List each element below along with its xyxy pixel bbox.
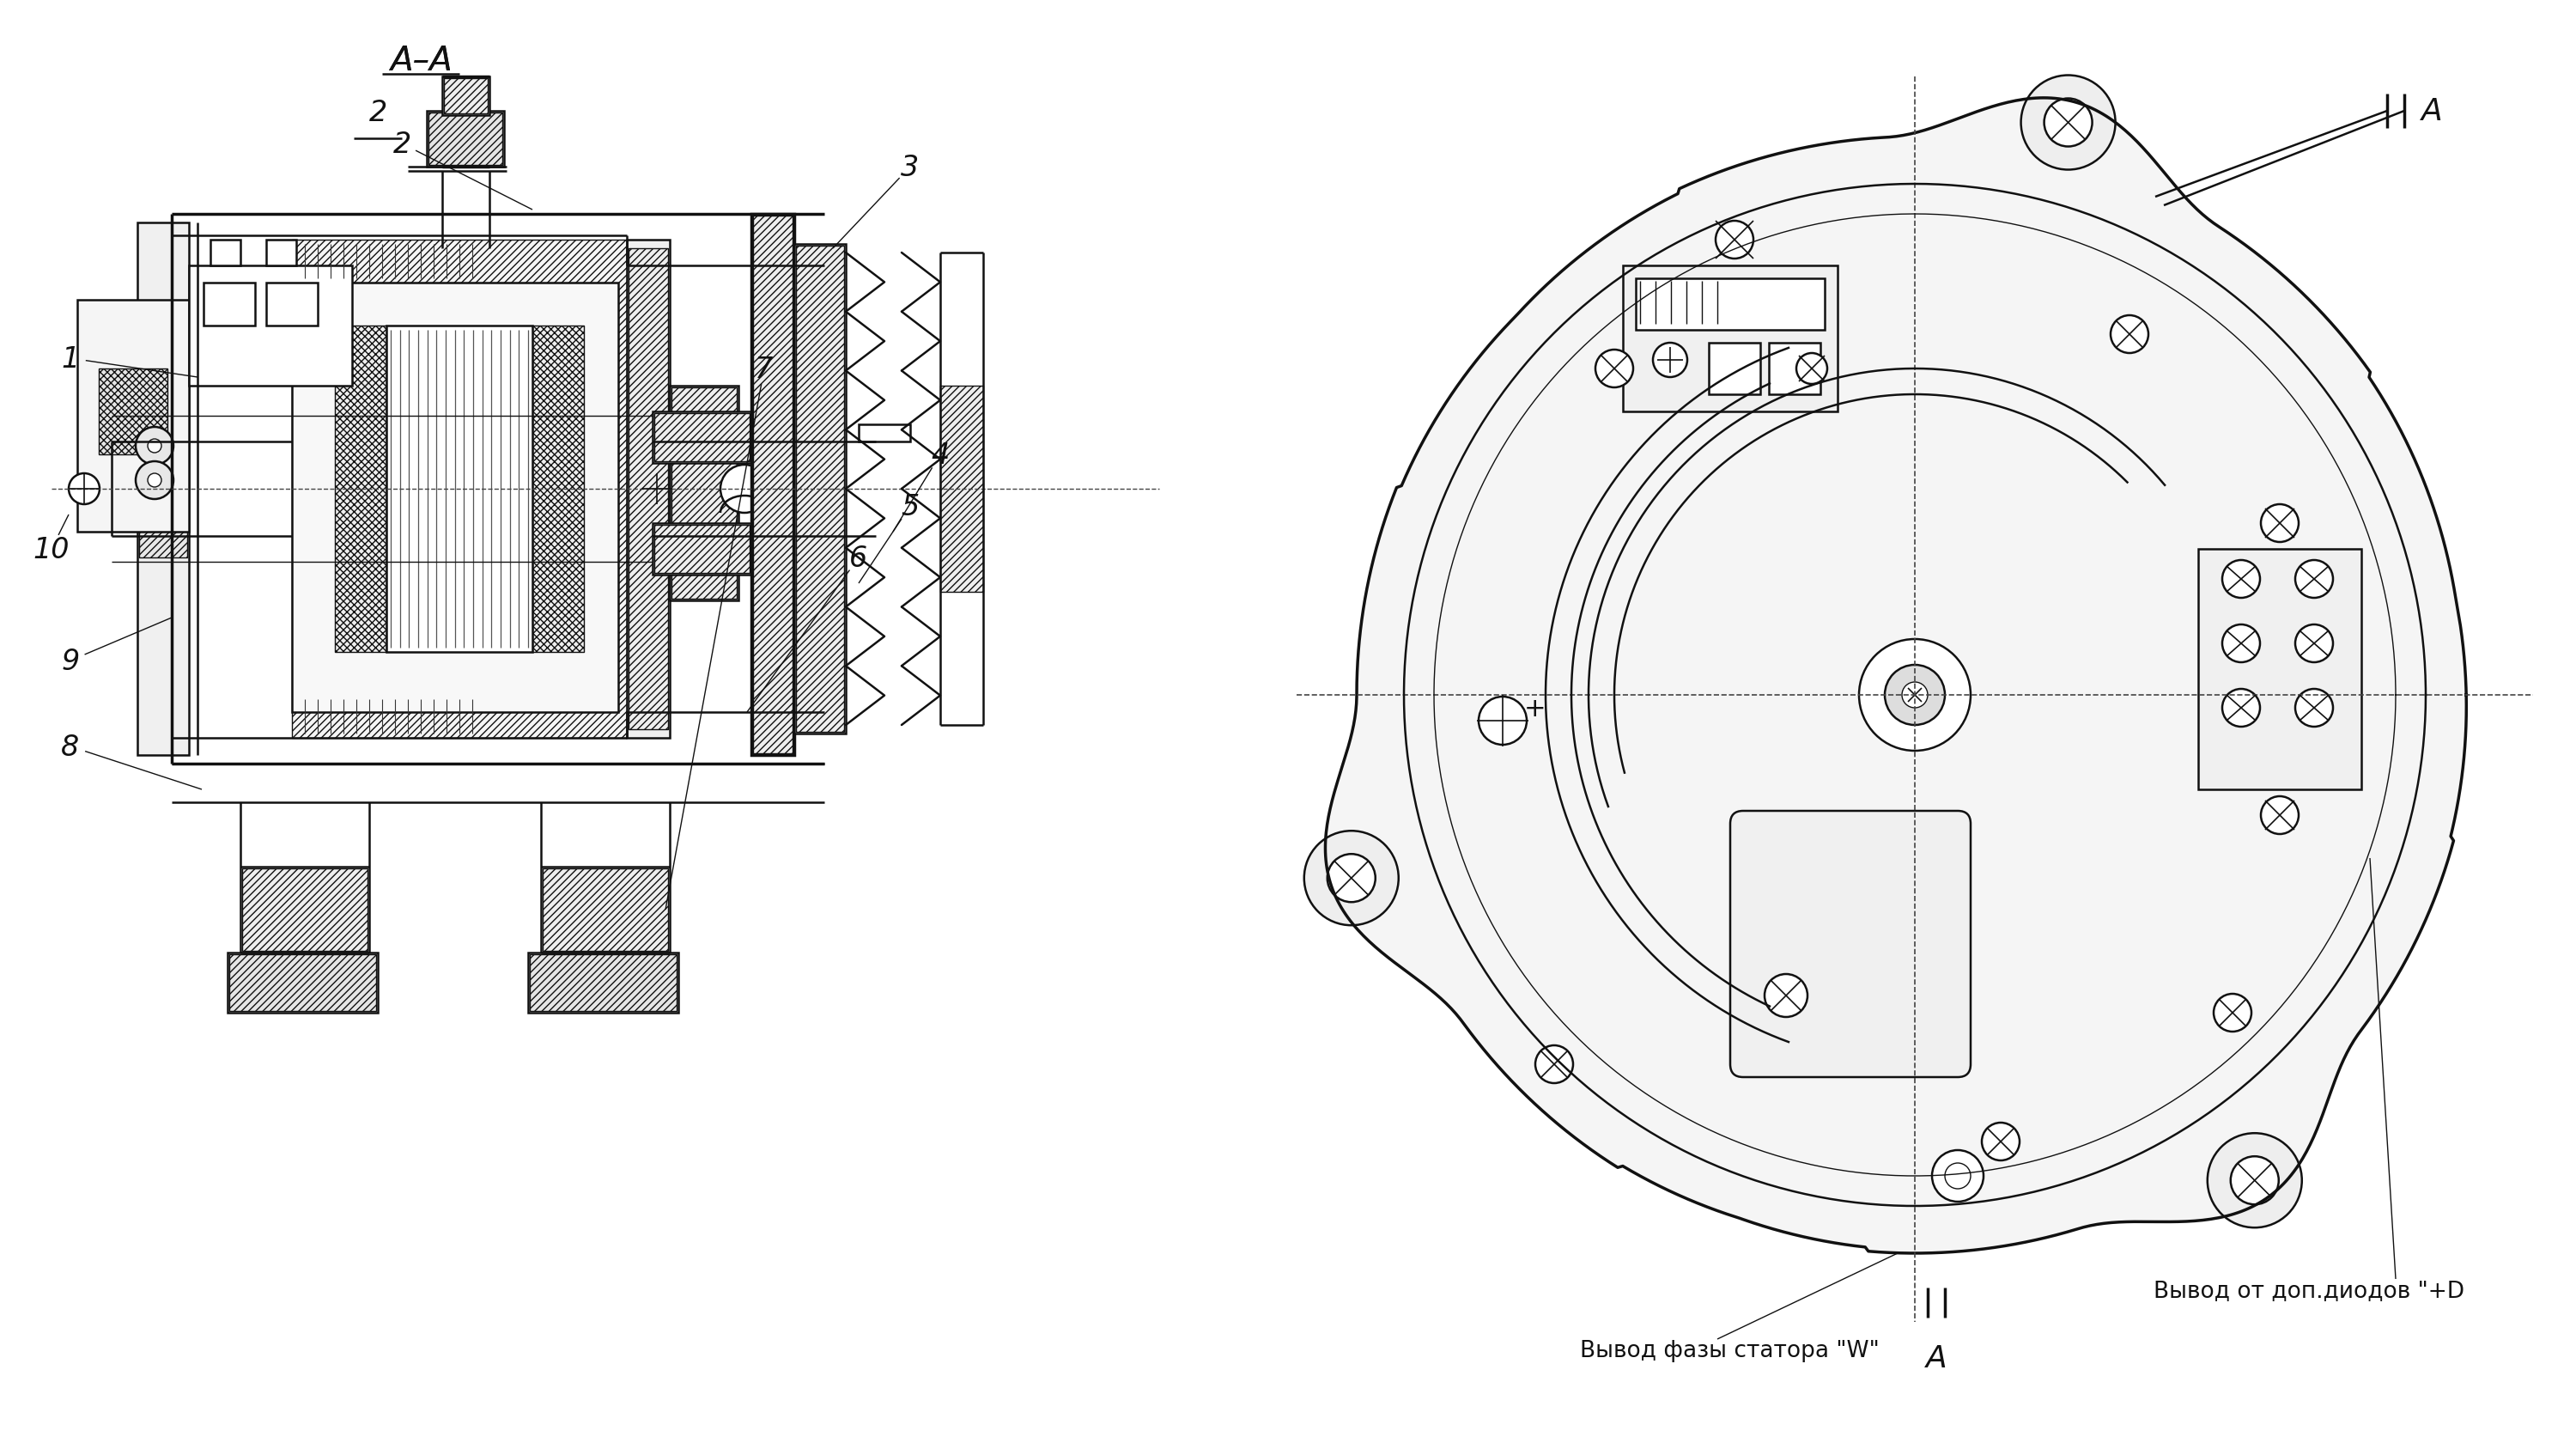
Circle shape: [721, 466, 768, 513]
Bar: [98, 369, 167, 456]
Circle shape: [147, 474, 162, 487]
Circle shape: [1479, 697, 1528, 746]
Bar: [1636, 279, 1824, 331]
Circle shape: [2045, 99, 2092, 147]
Circle shape: [2223, 690, 2259, 727]
Circle shape: [2262, 504, 2298, 543]
Text: 2: 2: [392, 131, 412, 158]
Bar: [428, 114, 502, 165]
Circle shape: [1932, 1150, 1984, 1201]
Bar: [670, 387, 739, 601]
Bar: [265, 240, 296, 266]
Circle shape: [1716, 221, 1754, 259]
Circle shape: [2262, 796, 2298, 835]
Bar: [204, 283, 255, 326]
Circle shape: [2223, 560, 2259, 598]
Bar: [242, 869, 368, 951]
Text: +: +: [1525, 696, 1546, 720]
Text: А: А: [1927, 1344, 1947, 1372]
Circle shape: [137, 427, 173, 466]
Bar: [335, 326, 386, 652]
Bar: [139, 421, 188, 558]
Circle shape: [70, 474, 100, 504]
Bar: [858, 425, 909, 443]
Text: 3: 3: [902, 154, 920, 181]
Circle shape: [2223, 625, 2259, 662]
Text: 9: 9: [62, 647, 80, 675]
Bar: [796, 246, 845, 733]
Circle shape: [2295, 560, 2334, 598]
Text: 2: 2: [368, 99, 386, 126]
Circle shape: [641, 474, 672, 504]
Text: А–А: А–А: [389, 45, 451, 78]
Bar: [531, 954, 677, 1012]
Text: 7: 7: [755, 355, 773, 384]
Circle shape: [2295, 625, 2334, 662]
Circle shape: [1945, 1163, 1971, 1188]
Circle shape: [1535, 1046, 1574, 1083]
Circle shape: [2213, 994, 2251, 1032]
Bar: [227, 953, 379, 1013]
Text: 5: 5: [902, 493, 920, 520]
Bar: [629, 249, 667, 730]
Circle shape: [1886, 665, 1945, 726]
Text: А–А: А–А: [389, 45, 451, 78]
Bar: [265, 283, 317, 326]
Bar: [77, 300, 188, 532]
Bar: [2197, 549, 2362, 790]
Bar: [752, 217, 793, 753]
Text: 1: 1: [62, 345, 80, 374]
Bar: [793, 244, 845, 734]
Bar: [137, 223, 188, 756]
Text: 4: 4: [930, 441, 951, 468]
Polygon shape: [1324, 99, 2465, 1253]
Circle shape: [1860, 639, 1971, 752]
Text: 6: 6: [850, 543, 868, 572]
Circle shape: [1901, 683, 1927, 708]
Bar: [1708, 343, 1759, 395]
Circle shape: [1765, 974, 1808, 1017]
Circle shape: [147, 440, 162, 453]
Circle shape: [2231, 1157, 2280, 1204]
Bar: [652, 523, 752, 575]
Bar: [652, 412, 752, 464]
Circle shape: [1327, 855, 1376, 902]
Circle shape: [1654, 343, 1687, 378]
Text: Вывод от доп.диодов "+D: Вывод от доп.диодов "+D: [2154, 1279, 2465, 1302]
Circle shape: [137, 461, 173, 500]
Circle shape: [2022, 76, 2115, 171]
Bar: [654, 526, 750, 573]
Circle shape: [1981, 1122, 2020, 1161]
Bar: [940, 387, 984, 592]
Bar: [626, 240, 670, 739]
Bar: [533, 326, 585, 652]
Bar: [1623, 266, 1837, 412]
Circle shape: [2295, 690, 2334, 727]
Bar: [188, 266, 353, 387]
Text: А: А: [2421, 98, 2442, 126]
Bar: [443, 78, 489, 116]
Bar: [1770, 343, 1821, 395]
Bar: [211, 240, 240, 266]
Bar: [672, 388, 737, 599]
Bar: [752, 214, 793, 756]
Bar: [528, 953, 677, 1013]
Circle shape: [1303, 831, 1399, 925]
Bar: [428, 112, 505, 167]
Bar: [654, 414, 750, 461]
Bar: [291, 240, 626, 739]
Bar: [443, 79, 487, 114]
Circle shape: [2110, 316, 2148, 354]
Bar: [291, 283, 618, 713]
Bar: [386, 326, 533, 652]
Circle shape: [1595, 351, 1633, 388]
Circle shape: [2208, 1134, 2303, 1227]
FancyBboxPatch shape: [1731, 812, 1971, 1078]
Text: Вывод фазы статора "W": Вывод фазы статора "W": [1579, 1339, 1880, 1361]
Bar: [544, 869, 667, 951]
Text: 8: 8: [62, 733, 80, 762]
Text: 10: 10: [33, 535, 70, 563]
Bar: [229, 954, 376, 1012]
Circle shape: [1795, 354, 1826, 385]
